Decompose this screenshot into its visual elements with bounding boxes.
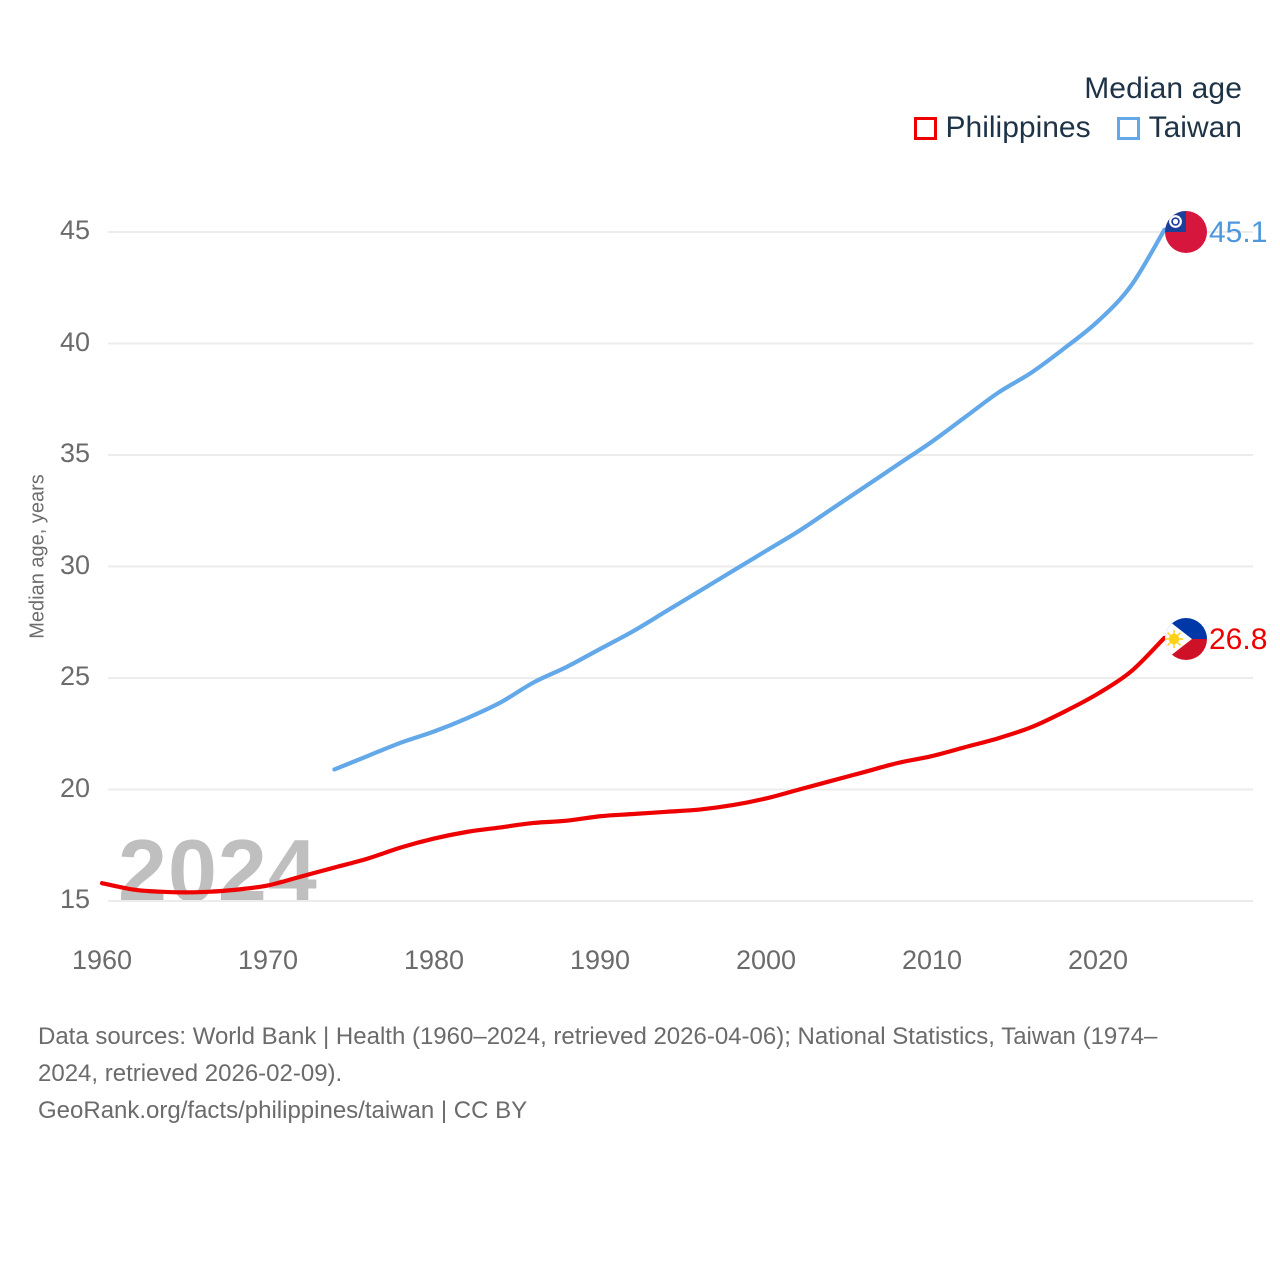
- philippines-flag-marker: [1165, 618, 1207, 660]
- series-line-philippines: [99, 635, 1167, 895]
- x-tick-2000: 2000: [735, 945, 797, 975]
- x-tick-1970: 1970: [237, 945, 299, 975]
- legend-swatch-taiwan-icon: [1116, 116, 1140, 140]
- gridlines: [108, 231, 1253, 902]
- y-tick-15: 15: [59, 884, 90, 914]
- x-tick-2010: 2010: [901, 945, 963, 975]
- end-value-label-taiwan: 45.1: [1209, 216, 1268, 249]
- legend-swatch-philippines-icon: [913, 116, 937, 140]
- y-tick-40: 40: [59, 326, 90, 357]
- y-tick-45: 45: [59, 215, 90, 245]
- chart-footer: Data sources: World Bank | Health (1960–…: [38, 1018, 1253, 1130]
- footer-line-sources-1: Data sources: World Bank | Health (1960–…: [38, 1023, 1158, 1050]
- y-tick-20: 20: [59, 772, 90, 803]
- x-tick-2020: 2020: [1067, 945, 1129, 975]
- y-tick-25: 25: [59, 661, 90, 691]
- legend-item-taiwan[interactable]: Taiwan: [1116, 111, 1242, 144]
- series-line-taiwan: [332, 227, 1167, 772]
- taiwan-flag-marker: [1165, 211, 1207, 253]
- legend-entries: Philippines Taiwan: [913, 111, 1242, 144]
- legend-item-philippines[interactable]: Philippines: [913, 111, 1091, 144]
- x-tick-1980: 1980: [403, 945, 465, 975]
- legend-label-philippines: Philippines: [945, 111, 1091, 144]
- y-tick-30: 30: [59, 549, 90, 580]
- legend-title: Median age: [1084, 72, 1242, 105]
- year-watermark: 2024: [118, 821, 318, 920]
- chart-legend: Median age Philippines Taiwan: [913, 72, 1242, 144]
- legend-label-taiwan: Taiwan: [1148, 111, 1242, 144]
- footer-line-sources-2: 2024, retrieved 2026-02-09).: [38, 1060, 343, 1088]
- x-tick-1990: 1990: [569, 945, 631, 975]
- footer-line-attribution[interactable]: GeoRank.org/facts/philippines/taiwan | C…: [38, 1097, 528, 1125]
- y-tick-35: 35: [59, 438, 90, 468]
- x-tick-1960: 1960: [71, 945, 133, 975]
- end-value-label-philippines: 26.8: [1209, 623, 1268, 656]
